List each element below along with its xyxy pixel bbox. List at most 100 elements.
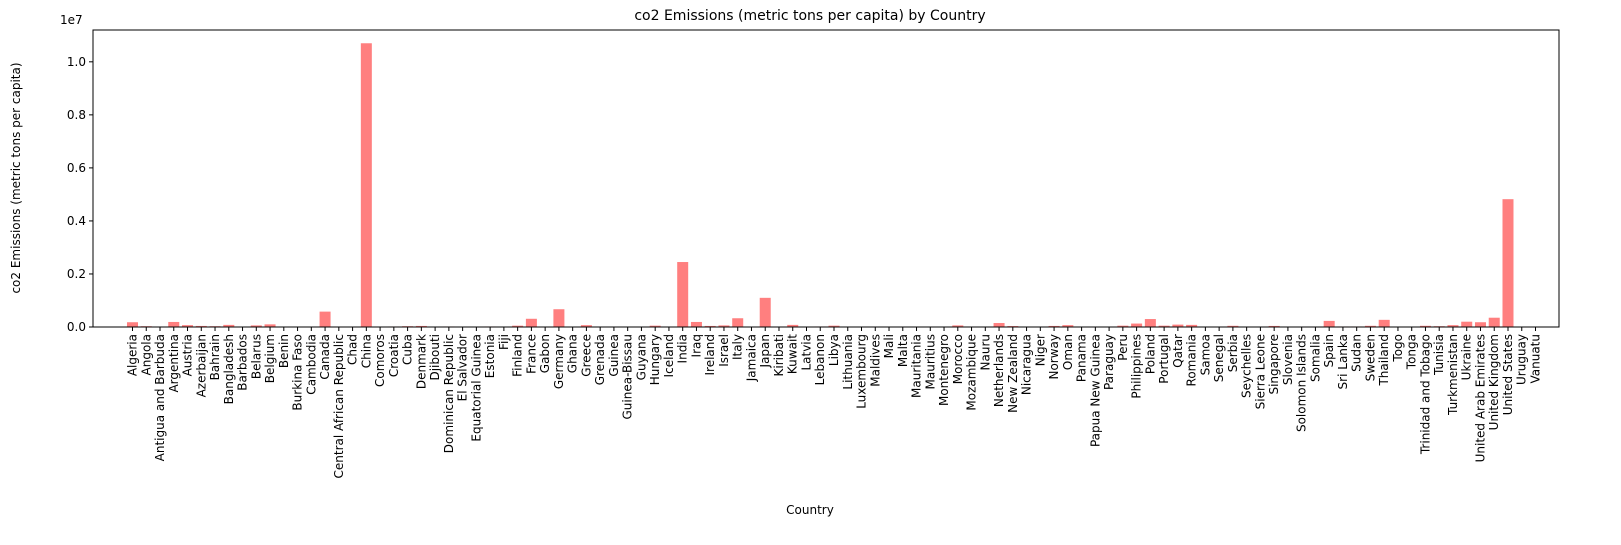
bar	[1268, 325, 1280, 327]
x-tick-label: Qatar	[1171, 334, 1185, 368]
bar	[690, 321, 702, 327]
x-tick-label: Guyana	[634, 334, 648, 380]
x-tick-label: Jamaica	[744, 334, 758, 382]
bar	[952, 325, 964, 327]
x-tick-label: Norway	[1047, 334, 1061, 380]
bar	[168, 321, 180, 327]
x-tick-label: Peru	[1116, 334, 1130, 361]
bar	[360, 43, 372, 327]
x-tick-label: Cuba	[401, 334, 415, 365]
x-tick-label: Slovenia	[1281, 334, 1295, 385]
x-tick-label: Panama	[1075, 334, 1089, 382]
bar	[182, 325, 194, 327]
bar	[195, 325, 207, 327]
x-tick-label: Poland	[1143, 334, 1157, 374]
x-tick-label: Romania	[1185, 334, 1199, 386]
x-tick-label: Niger	[1033, 334, 1047, 366]
x-tick-label: Denmark	[414, 334, 428, 389]
x-tick-label: Latvia	[799, 334, 813, 371]
bar	[993, 323, 1005, 327]
x-tick-label: Bangladesh	[222, 334, 236, 404]
x-tick-label: Italy	[731, 334, 745, 360]
bar	[512, 325, 524, 327]
x-tick-label: Burkina Faso	[291, 334, 305, 411]
chart-title: co2 Emissions (metric tons per capita) b…	[634, 8, 985, 24]
bar	[759, 297, 771, 327]
bar	[1158, 325, 1170, 327]
x-tick-label: Croatia	[387, 334, 401, 377]
x-tick-label: Portugal	[1157, 334, 1171, 384]
x-tick-label: Azerbaijan	[194, 334, 208, 397]
x-tick-label: Djibouti	[428, 334, 442, 381]
bar	[415, 325, 427, 327]
x-tick-label: Paraguay	[1102, 334, 1116, 390]
x-tick-label: Luxembourg	[855, 334, 869, 409]
x-tick-label: Sri Lanka	[1336, 334, 1350, 389]
bar	[718, 325, 730, 327]
x-tick-label: Dominican Republic	[442, 334, 456, 453]
x-tick-label: Netherlands	[992, 334, 1006, 407]
x-tick-label: Iceland	[662, 334, 676, 377]
x-tick-label: Oman	[1061, 334, 1075, 370]
x-tick-label: Greece	[579, 334, 593, 377]
bar	[1447, 325, 1459, 327]
y-tick-label: 0.6	[67, 161, 86, 175]
x-tick-label: Benin	[277, 334, 291, 368]
x-tick-label: Ireland	[703, 334, 717, 376]
x-tick-label: Israel	[717, 334, 731, 367]
x-tick-label: Solomon Islands	[1295, 334, 1309, 432]
x-tick-label: Tonga	[1405, 334, 1419, 370]
x-tick-label: Japan	[758, 334, 772, 368]
bar	[1144, 319, 1156, 327]
x-tick-label: Kuwait	[786, 334, 800, 374]
x-tick-label: Germany	[552, 334, 566, 389]
x-tick-label: Sierra Leone	[1253, 334, 1267, 409]
x-tick-label: El Salvador	[456, 334, 470, 401]
x-tick-label: United States	[1501, 334, 1515, 415]
bar	[1378, 319, 1390, 327]
bar	[1048, 325, 1060, 327]
bar	[1488, 317, 1500, 327]
y-tick-label: 1.0	[67, 55, 86, 69]
x-tick-label: Tunisia	[1432, 334, 1446, 376]
x-tick-label: Estonia	[483, 334, 497, 378]
x-tick-label: Barbados	[236, 334, 250, 391]
x-tick-label: Mozambique	[965, 334, 979, 411]
y-tick-label: 0.8	[67, 108, 86, 122]
x-tick-label: Spain	[1322, 334, 1336, 368]
x-tick-label: Ukraine	[1460, 334, 1474, 380]
x-tick-label: Sudan	[1350, 334, 1364, 372]
x-tick-label: Turkmenistan	[1446, 334, 1460, 416]
x-tick-label: France	[524, 334, 538, 374]
x-tick-label: Belgium	[263, 334, 277, 383]
bar	[787, 324, 799, 327]
x-tick-label: Angola	[139, 334, 153, 375]
x-tick-label: Kiribati	[772, 334, 786, 376]
bar	[264, 324, 276, 327]
x-axis-ticks: Algeria Angola Antigua and Barbuda Argentin…	[126, 327, 1543, 478]
x-tick-label: Trinidad and Tobago	[1418, 334, 1432, 455]
y-tick-label: 0.4	[67, 214, 86, 228]
bar	[319, 311, 331, 327]
x-tick-label: Montenegro	[937, 334, 951, 406]
x-tick-label: Guinea	[607, 334, 621, 377]
x-tick-label: Antigua and Barbuda	[153, 334, 167, 461]
bar	[1227, 325, 1239, 327]
x-tick-label: Nicaragua	[1020, 334, 1034, 395]
x-tick-label: Gabon	[538, 334, 552, 373]
y-tick-label: 0.2	[67, 267, 86, 281]
x-tick-label: Lithuania	[841, 334, 855, 390]
bar	[704, 325, 716, 327]
x-tick-label: Libya	[827, 334, 841, 366]
y-axis-offset-label: 1e7	[60, 13, 83, 27]
x-tick-label: Thailand	[1377, 334, 1391, 387]
bar	[1474, 322, 1486, 327]
x-tick-label: Samoa	[1198, 334, 1212, 375]
x-tick-label: Serbia	[1226, 334, 1240, 372]
x-tick-label: Morocco	[951, 334, 965, 384]
x-tick-label: Papua New Guinea	[1088, 334, 1102, 447]
x-tick-label: Austria	[181, 334, 195, 376]
bar	[1323, 320, 1335, 327]
x-tick-label: Sweden	[1363, 334, 1377, 381]
x-tick-label: Central African Republic	[332, 334, 346, 478]
